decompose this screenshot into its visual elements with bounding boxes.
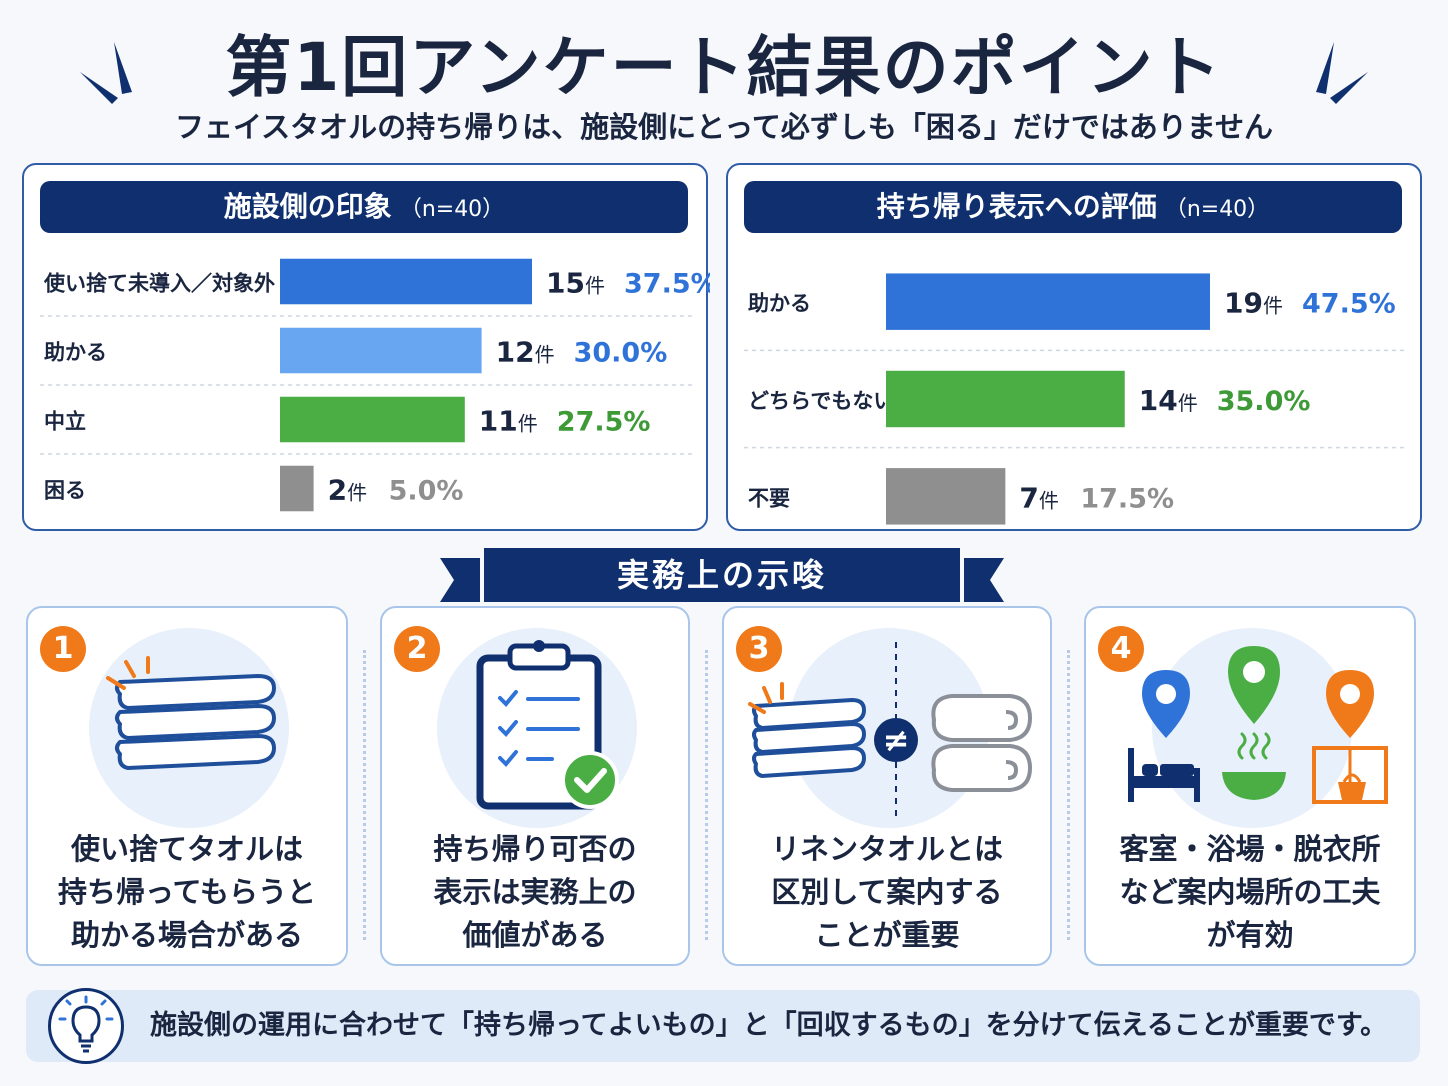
category-label: どちらでもない [748, 389, 894, 413]
implication-card-3: ≠ 3 リネンタオルとは 区別して案内する ことが重要 [722, 606, 1052, 966]
lightbulb-icon-badge [48, 988, 124, 1064]
card-line: が有効 [1206, 918, 1294, 952]
page-subtitle: フェイスタオルの持ち帰りは、施設側にとって必ずしも「困る」だけではありません [175, 110, 1273, 144]
bar [886, 273, 1210, 330]
lightbulb-icon [58, 995, 114, 1053]
category-label: 助かる [44, 341, 107, 365]
card-line: 価値がある [462, 918, 608, 952]
label-evaluation-panel: 持ち帰り表示への評価 （n=40） 助かる 19件 47.5% どちらでもない 14件 35… [726, 163, 1422, 531]
percent-label: 27.5% [557, 407, 651, 438]
card-text: 客室・浴場・脱衣所 など案内場所の工夫 が有効 [1096, 828, 1404, 957]
count-label: 7件 [1019, 481, 1058, 514]
implications-banner: 実務上の示唆 [440, 548, 1004, 602]
chart-n-label: （n=40） [399, 197, 505, 222]
bar [280, 465, 314, 512]
percent-label: 30.0% [574, 338, 668, 369]
percent-label: 47.5% [1302, 289, 1396, 320]
card-text: 持ち帰り可否の 表示は実務上の 価値がある [392, 828, 678, 957]
percent-label: 35.0% [1217, 386, 1311, 417]
banner-ribbon-icon [440, 558, 1004, 602]
card-line: 表示は実務上の [433, 875, 637, 909]
facility-impression-header: 施設側の印象 （n=40） [40, 181, 688, 233]
category-label: 使い捨て未導入／対象外 [43, 272, 275, 296]
category-label: 中立 [44, 410, 86, 434]
card-line: 客室・浴場・脱衣所 [1119, 832, 1381, 866]
chart-n-label: （n=40） [1164, 197, 1270, 222]
folded-towels-icon [106, 656, 276, 770]
card-divider [705, 650, 708, 940]
card-number-badge: 1 [40, 626, 86, 672]
percent-label: 5.0% [389, 476, 464, 507]
bar [886, 370, 1125, 428]
spark-right-icon [1316, 42, 1368, 104]
clipboard-check-icon [476, 640, 619, 810]
footer-note: 施設側の運用に合わせて「持ち帰ってよいもの」と「回収するもの」を分けて伝えること… [26, 988, 1420, 1064]
count-label: 2件 [328, 474, 367, 507]
label-evaluation-chart: 助かる 19件 47.5% どちらでもない 14件 35.0% 不要 7件 17.5% [744, 273, 1406, 525]
category-label: 困る [44, 479, 86, 503]
bar [886, 468, 1006, 525]
chart-title: 施設側の印象 [223, 190, 392, 223]
count-label: 11件 [479, 405, 538, 438]
bar [280, 258, 532, 305]
chart-title: 持ち帰り表示への評価 [876, 190, 1157, 223]
card-line: リネンタオルとは [770, 832, 1003, 866]
footer-text: 施設側の運用に合わせて「持ち帰ってよいもの」と「回収するもの」を分けて伝えること… [150, 1010, 1388, 1041]
card-line: 助かる場合がある [70, 918, 303, 952]
card-line: 使い捨てタオルは [70, 832, 303, 866]
percent-label: 37.5% [624, 269, 710, 300]
percent-label: 17.5% [1080, 483, 1174, 514]
bar [280, 396, 465, 443]
facility-impression-chart: 使い捨て未導入／対象外 15件 37.5% 助かる 12件 30.0% 中立 11件 27.5%… [40, 258, 710, 512]
card-line: 持ち帰り可否の [433, 832, 637, 866]
count-label: 12件 [496, 336, 555, 369]
category-label: 助かる [748, 292, 811, 316]
spark-left-icon [80, 42, 132, 104]
card-line: ことが重要 [814, 918, 960, 952]
implications-heading: 実務上の示唆 [484, 548, 960, 602]
location-pins-icon [1128, 646, 1388, 804]
label-evaluation-header: 持ち帰り表示への評価 （n=40） [744, 181, 1402, 233]
card-text: リネンタオルとは 区別して案内する ことが重要 [734, 828, 1040, 957]
card-text: 使い捨てタオルは 持ち帰ってもらうと 助かる場合がある [38, 828, 336, 957]
not-equal-symbol: ≠ [882, 721, 910, 759]
facility-impression-panel: 施設側の印象 （n=40） 使い捨て未導入／対象外 15件 37.5% 助かる 12件 30… [22, 163, 710, 531]
card-line: など案内場所の工夫 [1119, 875, 1381, 909]
card-number-badge: 2 [394, 626, 440, 672]
implication-card-2: 2 持ち帰り可否の 表示は実務上の 価値がある [380, 606, 690, 966]
card-divider [1067, 650, 1070, 940]
card-number-badge: 3 [736, 626, 782, 672]
card-line: 持ち帰ってもらうと [57, 875, 317, 909]
count-label: 14件 [1139, 384, 1198, 417]
implication-card-4: 4 客室・浴場・脱衣所 など案内場所の工夫 が有効 [1084, 606, 1416, 966]
card-divider [363, 650, 366, 940]
category-label: 不要 [748, 486, 790, 510]
count-label: 15件 [546, 267, 605, 300]
card-number-badge: 4 [1098, 626, 1144, 672]
card-line: 区別して案内する [771, 875, 1003, 909]
towel-not-equal-icon [748, 642, 1033, 818]
page-title: 第1回アンケート結果のポイント [225, 29, 1223, 106]
bar [280, 327, 482, 374]
implication-card-1: 1 使い捨てタオルは 持ち帰ってもらうと 助かる場合がある [26, 606, 348, 966]
count-label: 19件 [1224, 287, 1283, 320]
